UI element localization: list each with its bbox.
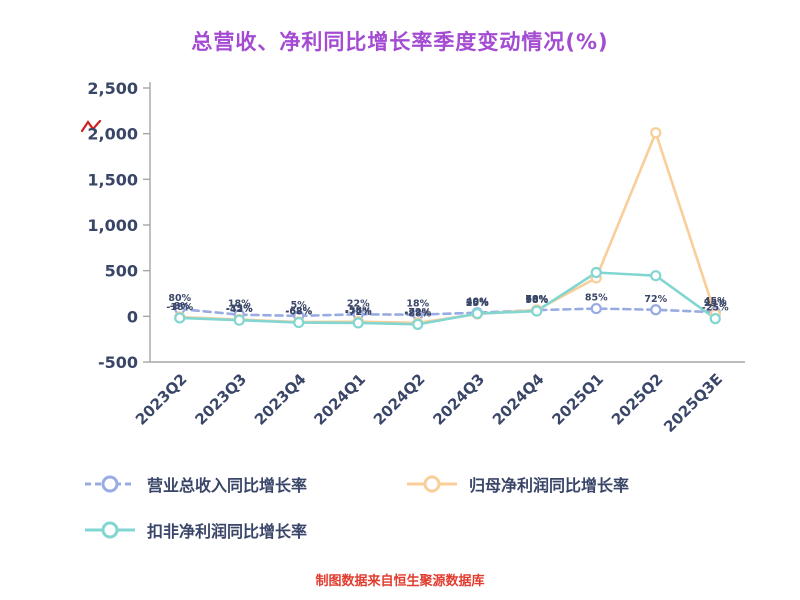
- point-label: -72%: [404, 307, 431, 318]
- chart-legend: 营业总收入同比增长率 归母净利润同比增长率扣非净利润同比增长率: [85, 468, 775, 546]
- data-point: [233, 314, 245, 326]
- point-label: 40%: [466, 297, 489, 308]
- data-point: [650, 127, 662, 139]
- legend-marker-icon: [85, 521, 135, 539]
- x-tick-label: 2025Q1: [548, 370, 607, 429]
- data-point: [471, 307, 483, 320]
- legend-item-non_gaap[interactable]: 扣非净利润同比增长率: [85, 514, 407, 546]
- point-label: -8%: [170, 301, 191, 312]
- series-line-net_profit: [178, 131, 717, 325]
- point-label: -68%: [285, 307, 312, 318]
- legend-marker-icon: [407, 475, 457, 493]
- point-label: -58%: [345, 306, 372, 317]
- point-label: 25%: [466, 298, 489, 309]
- point-label: 85%: [585, 293, 608, 304]
- data-point: [412, 318, 424, 330]
- point-label: 70%: [525, 294, 548, 305]
- data-point: [174, 312, 186, 324]
- legend-item-label: 归母净利润同比增长率: [469, 476, 630, 495]
- y-tick-label: 1,000: [87, 216, 138, 235]
- x-tick-label: 2024Q4: [489, 370, 548, 429]
- chart-title: 总营收、净利同比增长率季度变动情况(%): [191, 30, 609, 55]
- point-label: -35%: [226, 304, 253, 315]
- y-tick-label: -500: [98, 353, 138, 372]
- x-tick-label: 2024Q1: [310, 370, 369, 429]
- point-label: -88%: [404, 308, 431, 319]
- y-tick-label: 1,500: [87, 170, 138, 189]
- point-label: 68%: [525, 294, 548, 305]
- red-mark-icon: [80, 119, 102, 133]
- data-point: [590, 266, 602, 279]
- point-label: 5%: [291, 300, 308, 311]
- data-point: [352, 317, 364, 329]
- y-tick-label: 0: [127, 307, 138, 326]
- legend-marker-icon: [85, 475, 135, 493]
- data-point: [650, 304, 662, 316]
- y-tick-label: 500: [105, 262, 138, 281]
- series-line-revenue: [178, 307, 717, 318]
- x-tick-label: 2024Q3: [429, 370, 488, 429]
- legend-item-label: 扣非净利润同比增长率: [147, 522, 308, 541]
- series-line-non_gaap: [178, 271, 717, 326]
- point-label: -18%: [166, 302, 193, 313]
- y-tick-label: 2,500: [87, 79, 138, 98]
- point-label: 58%: [525, 295, 548, 306]
- x-tick-label: 2023Q4: [251, 370, 310, 429]
- x-tick-label: 2025Q2: [608, 370, 667, 429]
- x-tick-label: 2024Q2: [370, 370, 429, 429]
- data-point: [650, 270, 662, 282]
- point-label: 22%: [347, 298, 370, 309]
- point-label: -42%: [226, 304, 253, 315]
- point-label: 18%: [406, 299, 429, 310]
- x-tick-label: 2023Q3: [191, 370, 250, 429]
- data-point: [531, 305, 543, 317]
- data-point: [293, 316, 305, 329]
- point-label: 80%: [168, 293, 191, 304]
- legend-item-label: 营业总收入同比增长率: [147, 476, 308, 495]
- point-label: 18%: [228, 299, 251, 310]
- data-point: [709, 313, 721, 325]
- point-label: -72%: [345, 307, 372, 318]
- x-tick-label: 2025Q3E: [660, 370, 726, 436]
- x-tick-label: 2023Q2: [132, 370, 191, 429]
- point-label: -62%: [285, 306, 312, 317]
- data-point: [590, 302, 602, 315]
- y-tick-label: 2,000: [87, 125, 138, 144]
- legend-item-revenue[interactable]: 营业总收入同比增长率: [85, 468, 407, 500]
- point-label: 45%: [704, 296, 727, 307]
- point-label: 25%: [704, 298, 727, 309]
- legend-item-net_profit[interactable]: 归母净利润同比增长率: [407, 468, 729, 500]
- point-label: 30%: [466, 298, 489, 309]
- data-source-note: 制图数据来自恒生聚源数据库: [315, 574, 485, 589]
- point-label: -25%: [702, 303, 729, 314]
- point-label: 72%: [644, 294, 667, 305]
